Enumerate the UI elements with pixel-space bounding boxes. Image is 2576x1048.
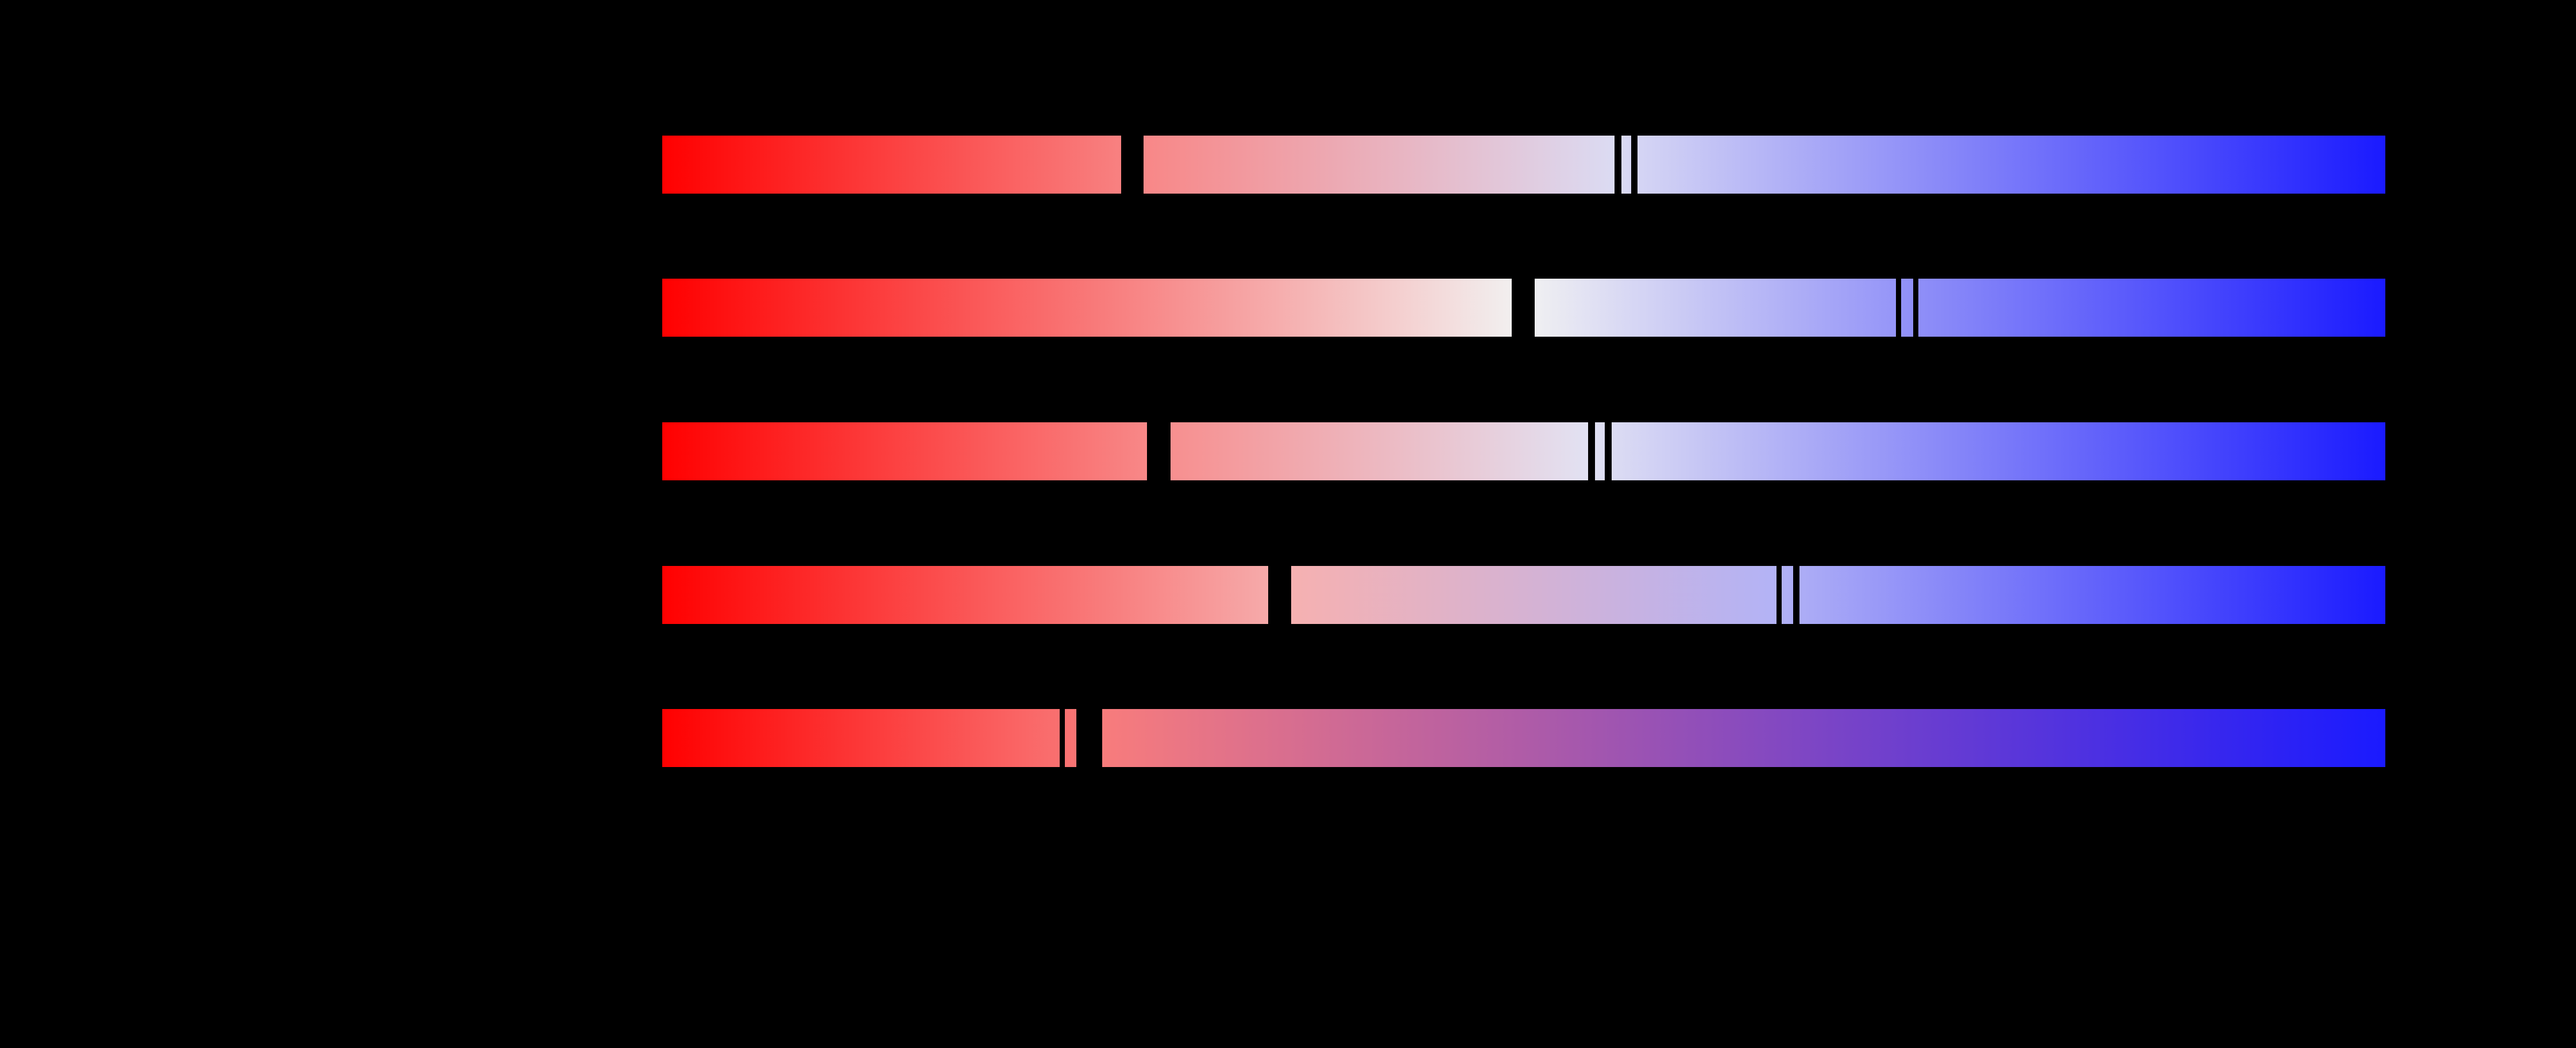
colorbar-segment xyxy=(1534,279,1896,337)
colorbar-row-2 xyxy=(662,279,2385,337)
colorbar-segment xyxy=(662,422,1147,480)
colorbar-segment xyxy=(662,566,1269,624)
colorbar-segment xyxy=(1637,136,2385,194)
colorbar-segment xyxy=(662,136,1121,194)
colorbar-segment xyxy=(1102,709,2385,767)
colorbar-segment xyxy=(1291,566,1777,624)
colorbar-row-5 xyxy=(662,709,2385,767)
colorbar-segment xyxy=(1065,709,1076,767)
colorbar-segment xyxy=(662,279,1512,337)
colorbar-row-4 xyxy=(662,566,2385,624)
colorbar-segment xyxy=(1594,422,1605,480)
colorbar-segment xyxy=(1918,279,2385,337)
colorbar-row-3 xyxy=(662,422,2385,480)
colorbar-segment xyxy=(1782,566,1793,624)
colorbar-segment xyxy=(1171,422,1588,480)
colorbar-segment xyxy=(1143,136,1615,194)
colorbar-segment xyxy=(1901,279,1913,337)
colorbar-row-1 xyxy=(662,136,2385,194)
colorbar-segment xyxy=(1612,422,2385,480)
colorbar-segment xyxy=(1799,566,2385,624)
colorbar-segment xyxy=(662,709,1060,767)
colorbar-segment xyxy=(1621,136,1631,194)
